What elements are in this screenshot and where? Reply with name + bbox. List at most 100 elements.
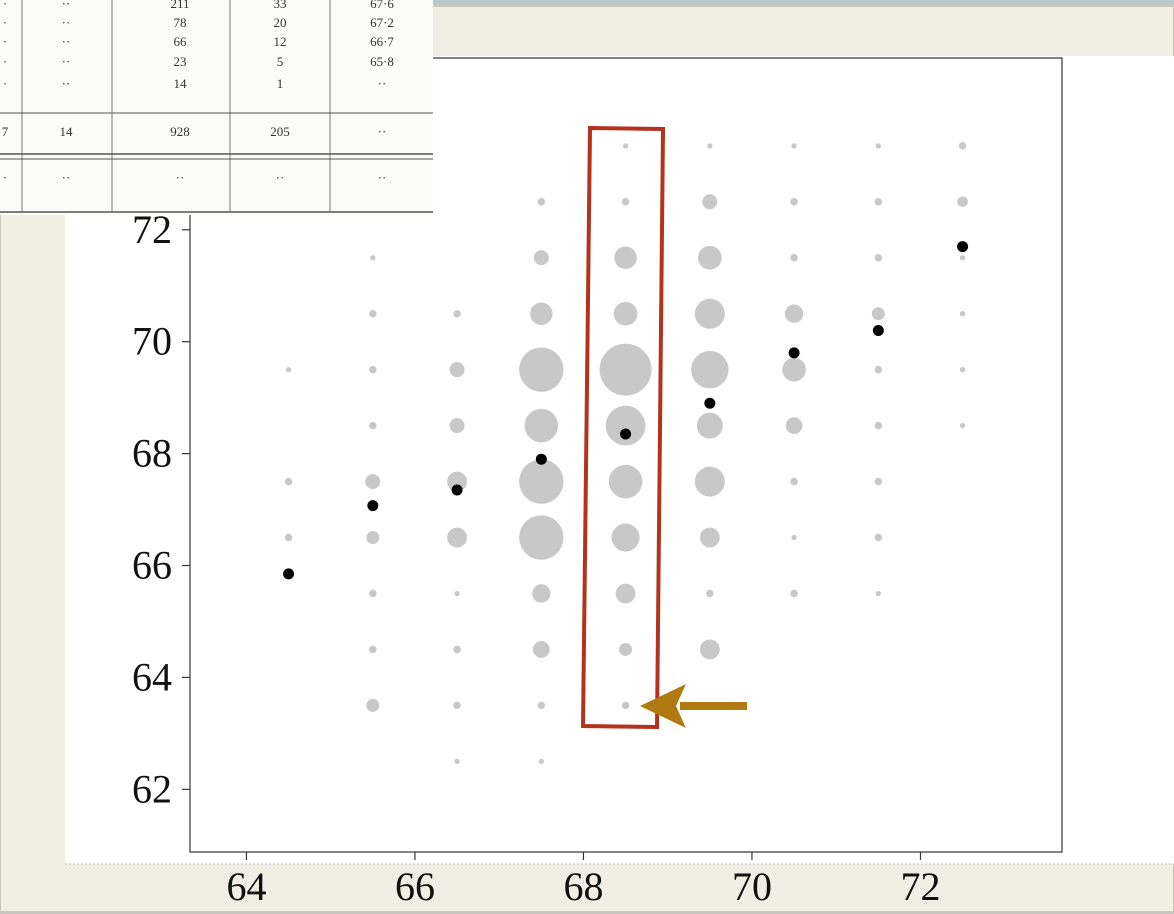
bubble xyxy=(622,198,630,206)
x-tick-label: 70 xyxy=(732,864,772,909)
table-cell: ·· xyxy=(62,170,71,185)
bubble xyxy=(538,198,546,206)
bubble xyxy=(370,255,375,260)
table-cell: 7 xyxy=(2,124,9,139)
bubble xyxy=(875,254,883,262)
bubble xyxy=(519,347,563,391)
y-tick-label: 68 xyxy=(132,431,172,476)
table-cell: · xyxy=(3,170,7,185)
table-cell: ·· xyxy=(378,76,387,91)
x-tick-label: 64 xyxy=(226,864,266,909)
bubble xyxy=(790,198,798,206)
bubble xyxy=(454,591,459,596)
bubble xyxy=(698,246,722,270)
x-tick-label: 66 xyxy=(395,864,435,909)
bubble xyxy=(447,528,467,548)
y-tick-label: 66 xyxy=(132,543,172,588)
bubble xyxy=(960,423,965,428)
bubble xyxy=(369,646,377,654)
y-tick-label: 62 xyxy=(132,766,172,811)
table-cell: 78 xyxy=(174,15,187,30)
bubble xyxy=(623,143,628,148)
bubble xyxy=(539,759,544,764)
table-cell: ·· xyxy=(62,76,71,91)
page: 6466687072626466687072 ···2113367·6···78… xyxy=(0,0,1174,914)
bubble xyxy=(786,417,803,434)
table-cell: 23 xyxy=(174,54,187,69)
bubble xyxy=(875,534,883,542)
y-tick-label: 64 xyxy=(132,654,172,699)
bubble xyxy=(366,531,379,544)
bubble xyxy=(960,367,965,372)
table-cell: 20 xyxy=(274,15,287,30)
bubble xyxy=(695,467,725,497)
bubble xyxy=(534,250,549,265)
bubble xyxy=(616,584,636,604)
bubble xyxy=(697,413,723,439)
table-cell: ·· xyxy=(62,0,71,11)
table-cell: 211 xyxy=(170,0,189,11)
mean-point xyxy=(957,241,968,252)
bubble xyxy=(872,307,885,320)
bubble xyxy=(785,305,803,323)
bubble xyxy=(790,478,798,486)
table-cell: 66 xyxy=(174,34,188,49)
bubble xyxy=(700,640,720,660)
bubble xyxy=(695,299,725,329)
bubble xyxy=(519,515,563,559)
bubble xyxy=(532,584,550,602)
mean-point xyxy=(620,429,631,440)
bubble xyxy=(285,534,293,542)
table-cell: 1 xyxy=(277,76,284,91)
bubble xyxy=(600,344,652,396)
table-cell: · xyxy=(3,34,7,49)
table-cell: · xyxy=(3,0,7,11)
bubble xyxy=(369,310,377,318)
mean-point xyxy=(789,347,800,358)
bubble xyxy=(706,590,714,598)
y-tick-label: 70 xyxy=(132,319,172,364)
table-cell: · xyxy=(3,54,7,69)
bubble xyxy=(450,362,465,377)
table-cell: 67·2 xyxy=(370,15,394,30)
bubble xyxy=(525,409,559,443)
bubble xyxy=(790,254,798,262)
mean-point xyxy=(452,484,463,495)
x-tick-label: 68 xyxy=(563,864,603,909)
table-cell: ·· xyxy=(176,170,185,185)
mean-point xyxy=(704,398,715,409)
bubble xyxy=(707,143,712,148)
table-cell: 14 xyxy=(60,124,74,139)
bubble xyxy=(960,311,965,316)
table-cell: ·· xyxy=(276,170,285,185)
bubble xyxy=(622,702,630,710)
table-cell: 66·7 xyxy=(370,34,394,49)
slide: 6466687072626466687072 ···2113367·6···78… xyxy=(0,0,1174,914)
mean-point xyxy=(283,568,294,579)
bubble xyxy=(875,478,883,486)
bubble xyxy=(369,590,377,598)
bubble xyxy=(791,143,796,148)
table-cell: 205 xyxy=(270,124,290,139)
bubble xyxy=(533,641,550,658)
table-cell: · xyxy=(3,76,7,91)
bubble xyxy=(530,302,553,325)
mean-point xyxy=(536,454,547,465)
bubble xyxy=(957,197,968,208)
bubble xyxy=(875,198,883,206)
bubble xyxy=(519,459,563,503)
bubble xyxy=(782,358,806,382)
bubble xyxy=(791,535,796,540)
x-tick-label: 72 xyxy=(900,864,940,909)
table-cell: ·· xyxy=(62,54,71,69)
table-cell: 65·8 xyxy=(370,54,394,69)
bubble xyxy=(286,367,291,372)
bubble xyxy=(366,699,379,712)
bubble xyxy=(538,702,546,710)
table-cell: ·· xyxy=(62,34,71,49)
bubble xyxy=(285,478,293,486)
table-cell: · xyxy=(3,15,7,30)
bubble xyxy=(612,524,640,552)
mean-point xyxy=(367,500,378,511)
bubble xyxy=(959,142,967,150)
